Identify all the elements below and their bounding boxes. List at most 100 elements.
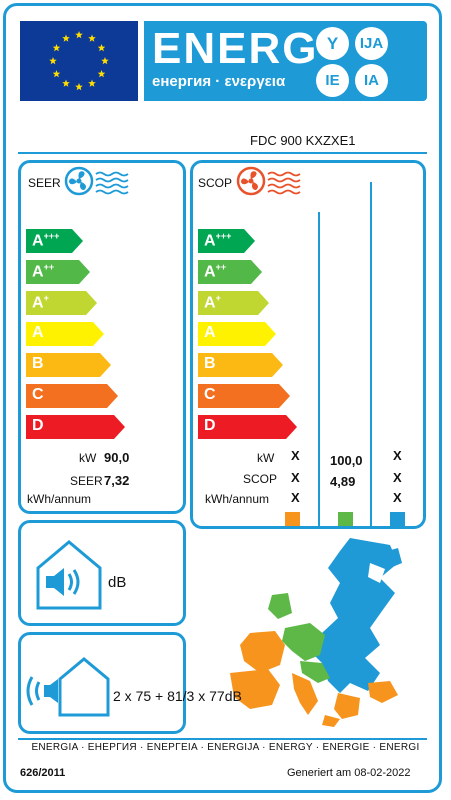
heating-kw-label: kW	[257, 451, 275, 465]
zone1-annual: X	[291, 490, 300, 505]
indoor-unit-speaker-icon	[34, 538, 104, 615]
cooling-class-label: A	[32, 324, 44, 342]
outdoor-noise-value: 2 x 75 + 81/3 x 77dB	[113, 688, 242, 704]
eu-star	[52, 44, 61, 52]
heating-class-letter: B	[204, 355, 216, 372]
eu-star	[97, 70, 106, 78]
heating-class-arrow: C	[198, 384, 291, 413]
cooling-class-label: D	[32, 417, 44, 435]
heating-class-plus: +++	[215, 231, 232, 241]
europe-climate-map	[230, 533, 425, 733]
cooling-class-plus: ++	[43, 262, 55, 272]
heating-class-plus: +	[215, 293, 221, 303]
heating-fan-icon	[236, 166, 308, 201]
cooling-class-arrow: A+	[26, 291, 98, 320]
heating-class-arrow: B	[198, 353, 284, 382]
eu-stars-icon	[49, 31, 109, 91]
heating-class-letter: D	[204, 417, 216, 434]
cooling-seer-label: SEER	[70, 474, 103, 488]
cooling-seer-value: 7,32	[104, 473, 130, 488]
zone1-scop: X	[291, 470, 300, 485]
heating-class-arrow: D	[198, 415, 298, 444]
cooling-kw-value: 90,0	[104, 450, 130, 465]
zone3-kw: X	[393, 448, 402, 463]
regulation-number: 626/2011	[20, 767, 66, 779]
lang-code-ie: IE	[316, 64, 349, 97]
outdoor-noise-panel	[18, 632, 186, 734]
lang-code-y: Y	[316, 27, 349, 60]
zone2-scop: 4,89	[330, 474, 356, 489]
heating-class-arrow: A	[198, 322, 277, 351]
heating-class-label: A+++	[204, 231, 231, 250]
heating-class-letter: C	[204, 386, 216, 403]
cooling-class-letter: A	[32, 263, 44, 281]
eu-star	[75, 31, 83, 39]
heating-class-letter: A	[204, 263, 216, 281]
eu-flag	[20, 21, 138, 101]
cooling-class-arrow: C	[26, 384, 119, 413]
cooling-annual-label: kWh/annum	[27, 492, 92, 506]
zone3-scop: X	[393, 470, 402, 485]
eu-star	[62, 34, 70, 42]
cooling-class-letter: D	[32, 417, 44, 434]
heating-title: SCOP	[198, 176, 233, 190]
cooling-class-label: A++	[32, 262, 54, 281]
label-frame	[3, 3, 442, 793]
cooling-kw-label: kW	[79, 451, 97, 465]
zone-divider-2	[370, 182, 372, 527]
eu-star	[88, 34, 96, 42]
eu-star	[88, 79, 96, 87]
heating-class-arrow: A+++	[198, 229, 256, 258]
cooling-class-label: A+	[32, 293, 49, 312]
zone-average-swatch	[338, 512, 353, 526]
zone1-kw: X	[291, 448, 300, 463]
cooling-class-arrow: A	[26, 322, 105, 351]
heating-class-label: B	[204, 355, 216, 373]
lang-code-ia: IA	[355, 64, 388, 97]
heating-class-label: C	[204, 386, 216, 404]
heating-class-label: A	[204, 324, 216, 342]
cooling-class-label: B	[32, 355, 44, 373]
cooling-panel	[18, 160, 186, 514]
model-name: FDC 900 KXZXE1	[250, 133, 356, 148]
cooling-class-plus: +++	[43, 231, 60, 241]
heating-class-label: A++	[204, 262, 226, 281]
heating-class-label: D	[204, 417, 216, 435]
zone3-annual: X	[393, 490, 402, 505]
cooling-class-plus: +	[43, 293, 49, 303]
heating-panel	[190, 160, 426, 529]
heating-class-letter: A	[204, 232, 216, 250]
heating-class-plus: ++	[215, 262, 227, 272]
footer-divider	[18, 738, 427, 740]
cooling-class-letter: B	[32, 355, 44, 372]
zone-divider-1	[318, 212, 320, 527]
heating-annual-label: kWh/annum	[205, 492, 270, 506]
heating-class-arrow: A+	[198, 291, 270, 320]
indoor-noise-unit: dB	[108, 574, 127, 591]
eu-star	[101, 57, 109, 65]
eu-star	[52, 70, 61, 78]
heating-class-arrow: A++	[198, 260, 263, 289]
eu-star	[97, 44, 106, 52]
zone-warmer-swatch	[285, 512, 300, 526]
heating-class-label: A+	[204, 293, 221, 312]
cooling-class-letter: A	[32, 324, 44, 341]
eu-star	[49, 57, 57, 65]
eu-star	[75, 83, 83, 91]
lang-code-ija: IJA	[355, 27, 388, 60]
heating-scop-label: SCOP	[243, 472, 278, 486]
header-divider	[18, 152, 427, 154]
outdoor-unit-speaker-icon	[26, 655, 110, 722]
cooling-class-arrow: D	[26, 415, 126, 444]
cooling-class-arrow: B	[26, 353, 112, 382]
indoor-noise-panel	[18, 520, 186, 626]
cooling-title: SEER	[28, 176, 61, 190]
cooling-class-label: C	[32, 386, 44, 404]
generated-date: Generiert am 08-02-2022	[287, 767, 411, 779]
zone2-kw: 100,0	[330, 453, 363, 468]
cooling-class-label: A+++	[32, 231, 59, 250]
cooling-class-arrow: A+++	[26, 229, 84, 258]
energy-subtitle: енергия · ενεργεια	[152, 73, 286, 90]
cooling-class-letter: C	[32, 386, 44, 403]
zone-colder-swatch	[390, 512, 405, 526]
